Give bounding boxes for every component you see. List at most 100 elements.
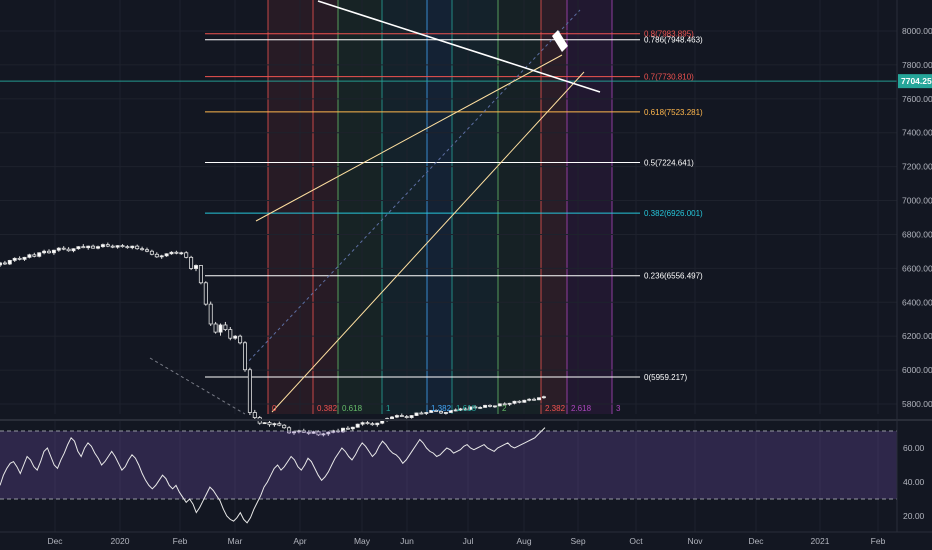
candle-body (184, 252, 189, 258)
drawings-front[interactable] (317, 0, 601, 93)
candle-body (399, 415, 404, 417)
time-zone-label: 1.382 (431, 404, 452, 413)
candle-body (370, 423, 375, 426)
candle-body (468, 406, 473, 410)
candle-body (360, 422, 365, 425)
candle-body (71, 248, 76, 252)
candle-body (228, 329, 233, 339)
candle-body (448, 410, 453, 413)
candle-body (463, 408, 468, 411)
candle-body (159, 255, 164, 258)
time-zone-band (498, 0, 541, 414)
candle-body (331, 430, 336, 433)
time-tick-label: May (354, 536, 371, 546)
candle-body (350, 426, 355, 430)
candle-body (198, 265, 203, 284)
price-tick-label: 8000.000 (902, 26, 932, 36)
candle-body (424, 412, 429, 414)
candles (0, 242, 546, 437)
time-tick-label: Apr (293, 536, 306, 546)
candle-body (22, 256, 27, 260)
candle-body (492, 405, 497, 408)
candle-body (409, 415, 414, 418)
candle-body (76, 246, 81, 250)
resistance-line (317, 0, 601, 93)
candle-body (47, 250, 52, 254)
candle-body (507, 402, 512, 405)
candle-body (438, 411, 443, 414)
fib-level-label: 0.618(7523.281) (644, 108, 703, 117)
candle-body (429, 410, 434, 413)
candle-body (512, 400, 517, 404)
price-tick-label: 6600.000 (902, 263, 932, 273)
price-tick-label: 7000.000 (902, 196, 932, 206)
candle-body (37, 252, 42, 257)
candle-body (189, 256, 194, 269)
time-tick-label: Feb (871, 536, 886, 546)
time-zone-label: 0.382 (317, 404, 338, 413)
wedge-upper-line (255, 54, 563, 222)
candle-body (154, 253, 159, 258)
time-tick-label: Nov (687, 536, 703, 546)
candle-body (414, 412, 419, 416)
fib-retracement[interactable]: 0.8(7983.895)0.786(7948.463) 0.7(7730.810… (0, 30, 897, 382)
candle-body (61, 247, 66, 250)
candle-body (502, 403, 507, 406)
candle-body (2, 262, 7, 265)
candle-body (238, 335, 243, 344)
candle-body (0, 262, 3, 266)
candle-body (483, 404, 488, 408)
rsi-tick-label: 20.00 (903, 511, 925, 521)
candle-body (91, 245, 96, 249)
time-tick-label: Jun (400, 536, 414, 546)
dashed-extension-line (149, 357, 246, 415)
fib-level-label: 0.8(7983.895) (644, 30, 694, 39)
candle-body (125, 246, 130, 249)
candle-body (404, 416, 409, 418)
time-zone-band (268, 0, 313, 414)
time-zone-band (313, 0, 338, 414)
candle-body (164, 253, 169, 257)
candle-body (213, 323, 218, 333)
candle-body (355, 423, 360, 428)
candle-body (326, 431, 331, 435)
candle-body (96, 246, 101, 249)
candle-body (51, 249, 56, 254)
rsi-tick-label: 40.00 (903, 477, 925, 487)
price-tick-label: 7200.000 (902, 162, 932, 172)
time-tick-label: Jul (463, 536, 474, 546)
candle-body (233, 335, 238, 339)
fib-level-label: 0(5959.217) (644, 373, 687, 382)
price-tick-label: 6200.000 (902, 331, 932, 341)
price-tick-label: 5800.000 (902, 399, 932, 409)
fib-level-label: 0.236(6556.497) (644, 272, 703, 281)
candle-body (419, 412, 424, 415)
candle-body (541, 396, 546, 399)
fib-level-label: 0.786(7948.463) (644, 36, 703, 45)
price-pane-bg (0, 0, 897, 414)
time-tick-label: Feb (173, 536, 188, 546)
candle-body (223, 324, 228, 330)
grid (0, 0, 897, 532)
rsi-pane-bg (0, 420, 897, 532)
candle-body (149, 250, 154, 255)
candle-body (66, 248, 71, 252)
rsi-pane (0, 419, 932, 524)
candle-body (179, 252, 184, 255)
time-zone-band (452, 0, 498, 414)
candle-body (42, 250, 47, 254)
candle-body (140, 248, 145, 251)
candle-body (27, 254, 32, 258)
drawings-back[interactable] (149, 9, 585, 415)
candle-body (321, 433, 326, 436)
candle-body (17, 257, 22, 260)
time-zone-labels: 0 0.382 0.618 1 1.382 1.618 2 2.382 2.618 3 (272, 404, 621, 413)
time-zone-band (382, 0, 427, 414)
candle-body (120, 245, 125, 248)
time-zone-label: 2.382 (545, 404, 566, 413)
time-zone-band (541, 0, 567, 414)
candle-body (522, 399, 527, 403)
candle-body (365, 422, 370, 425)
